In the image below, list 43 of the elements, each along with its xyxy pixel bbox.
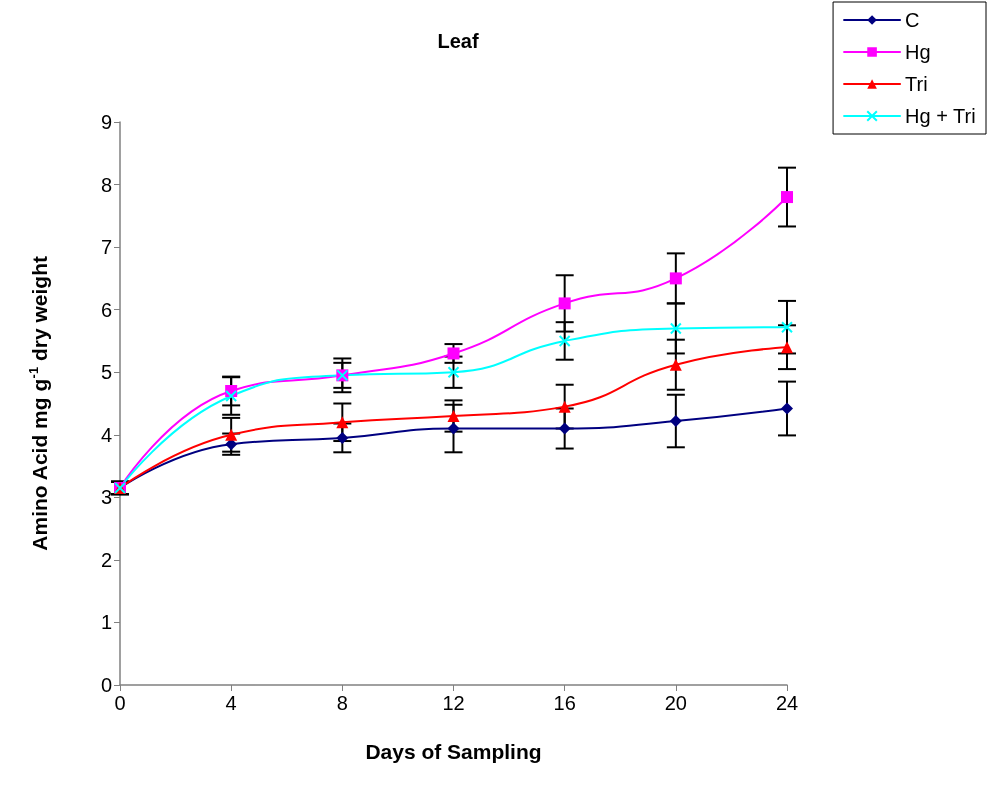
legend-label: Hg bbox=[905, 41, 931, 63]
x-tick-label: 24 bbox=[775, 692, 799, 714]
legend-label: Tri bbox=[905, 73, 928, 95]
point bbox=[781, 341, 793, 354]
point bbox=[669, 358, 682, 371]
y-tick-label: 1 bbox=[100, 611, 112, 634]
point bbox=[225, 428, 238, 441]
point bbox=[558, 334, 571, 347]
point bbox=[669, 415, 682, 428]
legend-label: Hg + Tri bbox=[905, 105, 976, 127]
x-axis-title: Days of Sampling bbox=[365, 740, 542, 763]
point bbox=[558, 400, 571, 413]
legend-label: C bbox=[905, 9, 920, 31]
chart-title: Leaf bbox=[437, 30, 479, 52]
point bbox=[781, 321, 793, 334]
y-tick-label: 4 bbox=[100, 423, 112, 446]
point bbox=[558, 422, 571, 435]
x-tick-label: 16 bbox=[553, 692, 576, 714]
point bbox=[781, 402, 793, 415]
x-tick-label: 12 bbox=[442, 692, 465, 714]
x-tick-label: 8 bbox=[336, 692, 348, 714]
y-tick-label: 6 bbox=[100, 298, 112, 321]
y-tick-label: 7 bbox=[100, 236, 112, 259]
y-tick-label: 9 bbox=[100, 111, 112, 133]
y-tick-label: 5 bbox=[100, 361, 112, 384]
y-tick-label: 2 bbox=[100, 548, 112, 571]
x-tick-label: 4 bbox=[225, 692, 237, 714]
y-tick-label: 8 bbox=[100, 173, 112, 196]
x-tick-label: 0 bbox=[114, 692, 126, 714]
point bbox=[669, 322, 682, 335]
y-tick-label: 3 bbox=[100, 486, 112, 509]
y-axis-title: Amino Acid mg g-1 dry weight bbox=[26, 255, 51, 551]
point bbox=[447, 422, 460, 435]
x-tick-label: 20 bbox=[664, 692, 687, 714]
point bbox=[781, 191, 793, 204]
point bbox=[558, 297, 571, 310]
y-tick-label: 0 bbox=[100, 674, 112, 696]
point bbox=[336, 416, 349, 429]
point bbox=[336, 431, 349, 444]
point bbox=[447, 410, 460, 423]
point bbox=[225, 389, 238, 402]
point bbox=[447, 366, 460, 379]
point bbox=[669, 272, 682, 285]
